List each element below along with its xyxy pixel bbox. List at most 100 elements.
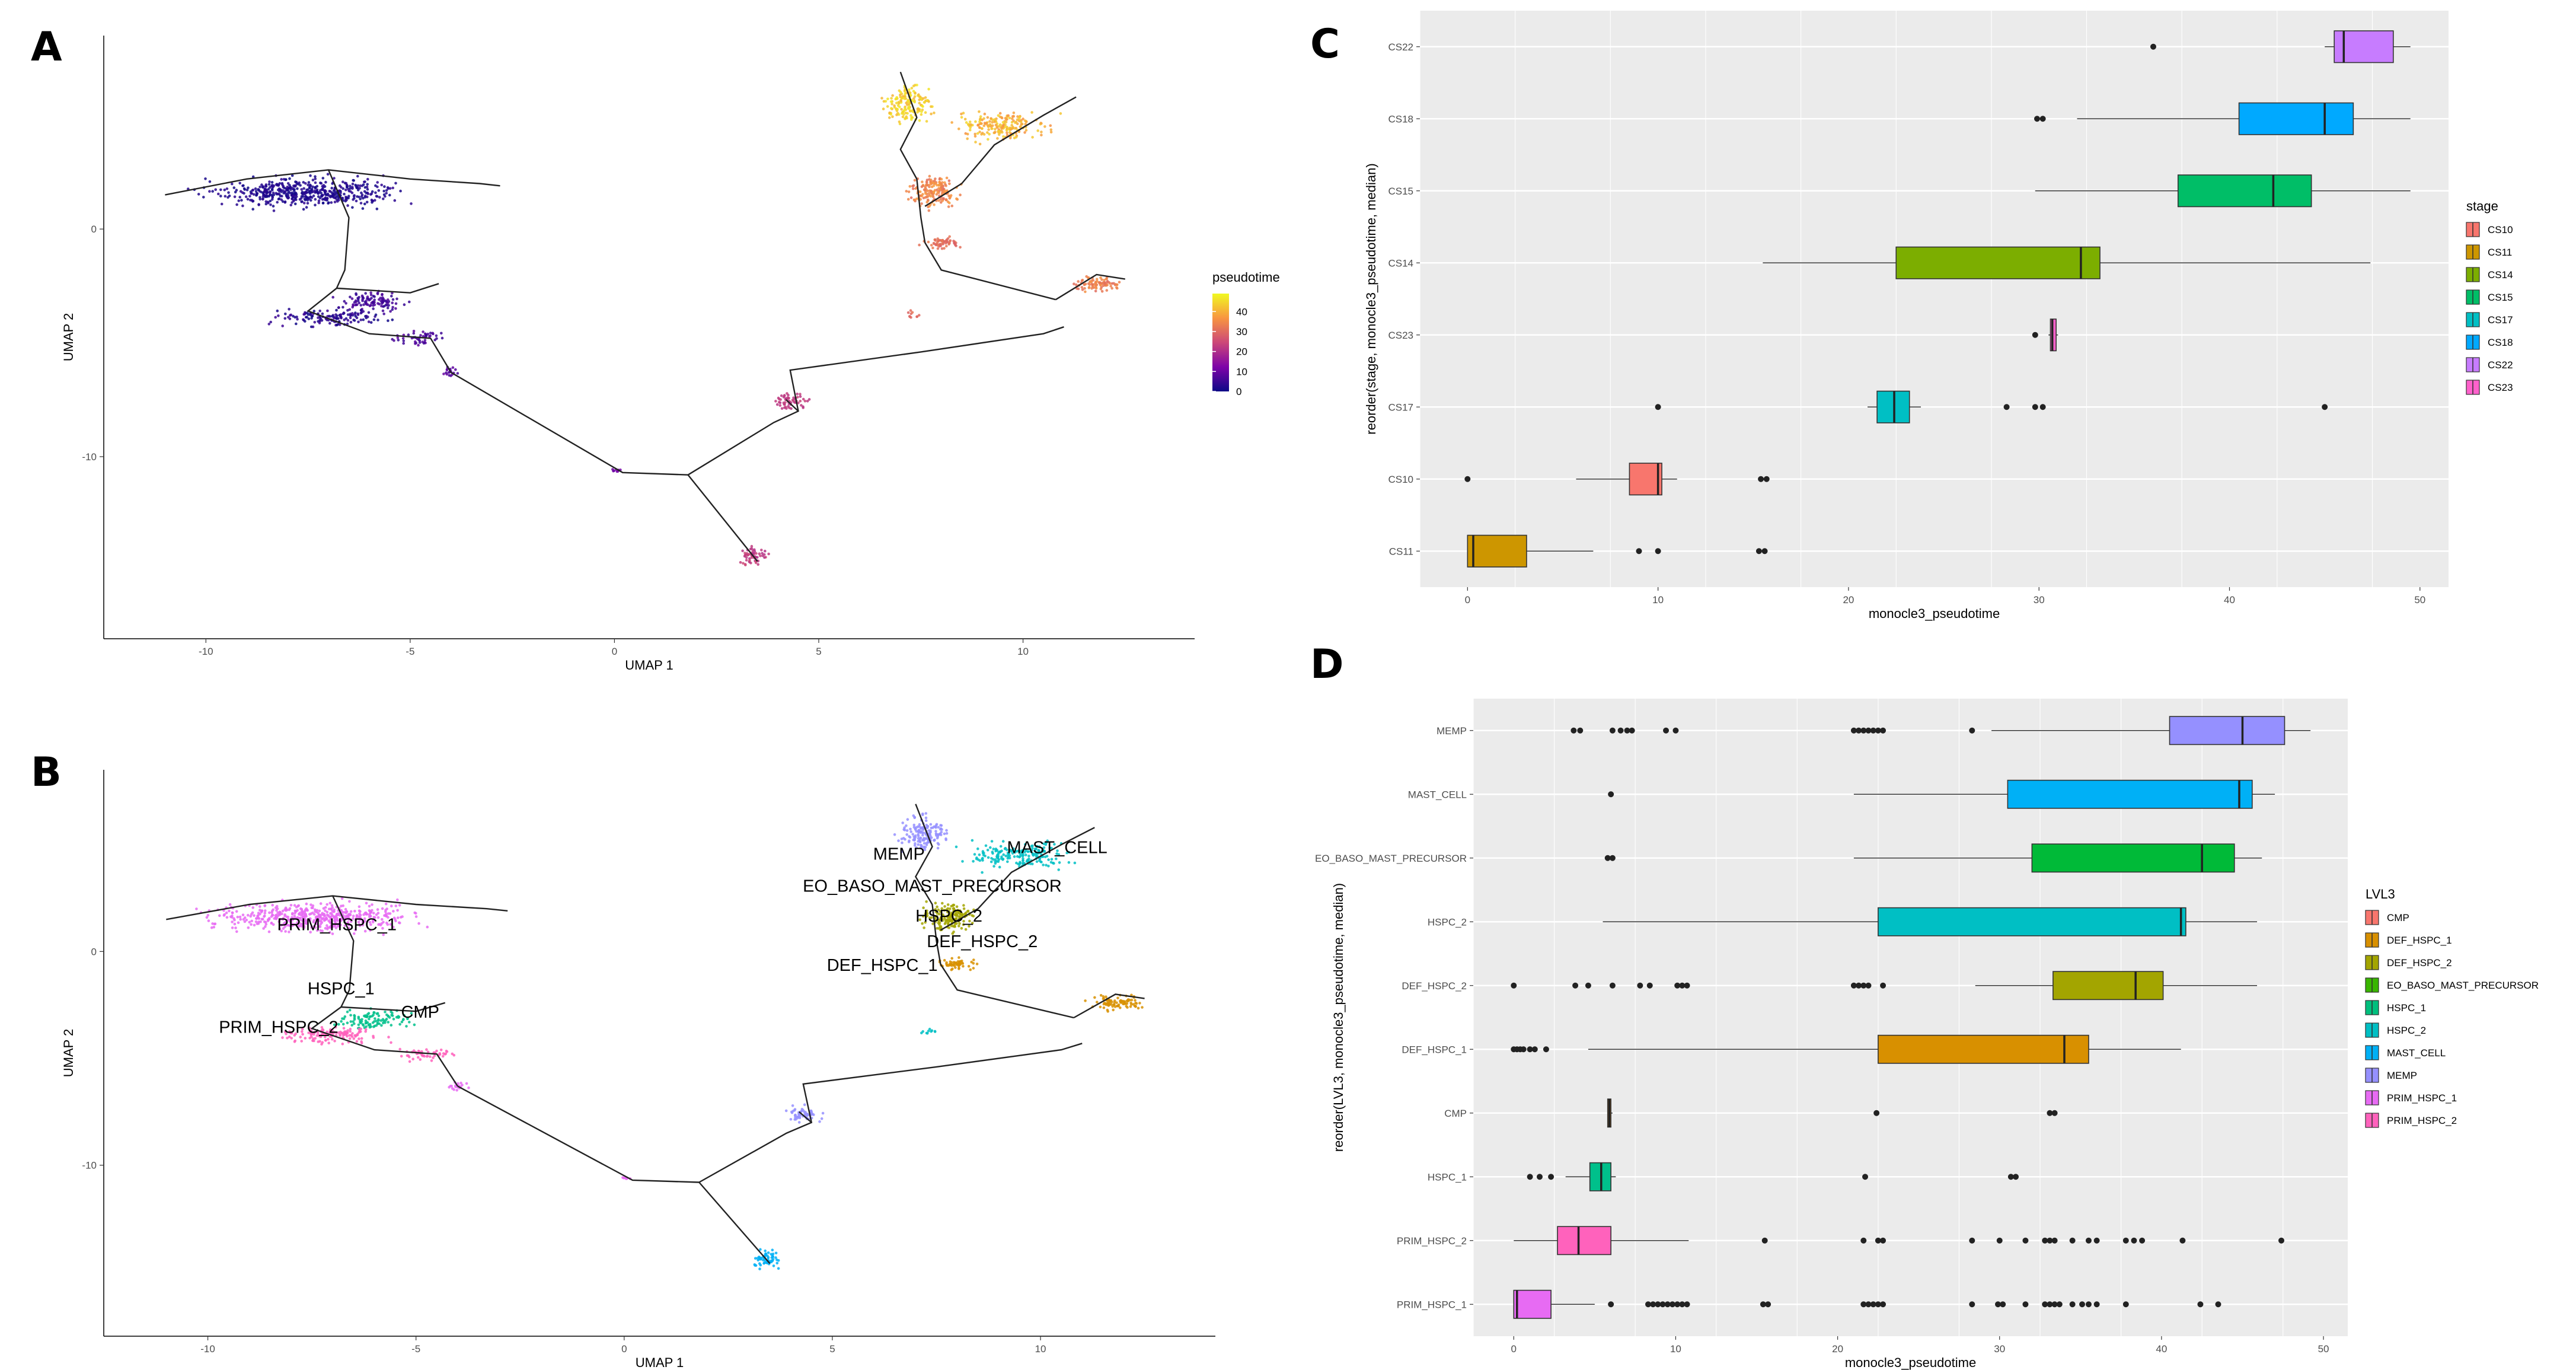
cell-point bbox=[327, 201, 330, 205]
cell-type-label: DEF_HSPC_2 bbox=[927, 932, 1038, 951]
cell-point bbox=[754, 1257, 757, 1260]
cell-point bbox=[1031, 136, 1034, 139]
cell-point bbox=[796, 396, 799, 399]
x-tick-label: 40 bbox=[2156, 1343, 2167, 1355]
cell-point bbox=[1005, 129, 1008, 132]
cell-point bbox=[987, 856, 990, 859]
legend-label: PRIM_HSPC_2 bbox=[2387, 1115, 2457, 1126]
cell-point bbox=[440, 336, 444, 340]
cell-point bbox=[467, 1086, 470, 1089]
legend: LVL3CMPDEF_HSPC_1DEF_HSPC_2EO_BASO_MAST_… bbox=[2365, 887, 2539, 1128]
cell-point bbox=[368, 1017, 371, 1021]
cell-point bbox=[904, 837, 906, 841]
cell-point bbox=[326, 309, 329, 313]
cell-point bbox=[763, 556, 766, 559]
cell-point bbox=[438, 1052, 442, 1055]
cell-point bbox=[1059, 112, 1062, 115]
cell-point bbox=[368, 913, 371, 916]
cell-point bbox=[351, 186, 354, 189]
cell-point bbox=[905, 833, 908, 836]
cell-point bbox=[225, 187, 229, 190]
cell-point bbox=[433, 338, 436, 342]
cell-point bbox=[293, 202, 297, 206]
outlier-point bbox=[2197, 1301, 2204, 1308]
legend-label: DEF_HSPC_2 bbox=[2387, 957, 2452, 968]
cell-point bbox=[365, 901, 368, 905]
outlier-point bbox=[1672, 727, 1679, 734]
panel-label-a: A bbox=[31, 24, 62, 71]
cell-point bbox=[750, 556, 754, 559]
cell-type-label: EO_BASO_MAST_PRECURSOR bbox=[803, 877, 1062, 896]
cell-point bbox=[308, 1037, 311, 1040]
cell-point bbox=[750, 544, 754, 548]
cell-point bbox=[238, 181, 242, 185]
cell-point bbox=[946, 915, 949, 917]
cell-point bbox=[394, 181, 397, 185]
outlier-point bbox=[2051, 1237, 2058, 1244]
cell-point bbox=[1125, 1002, 1129, 1005]
y-tick-label: MAST_CELL bbox=[1408, 789, 1467, 800]
cell-point bbox=[922, 842, 926, 845]
x-tick-label: 0 bbox=[612, 646, 617, 657]
cell-point bbox=[1106, 279, 1109, 283]
cell-point bbox=[320, 192, 323, 195]
cell-point bbox=[274, 906, 277, 909]
cell-point bbox=[302, 920, 305, 923]
outlier-point bbox=[2051, 1301, 2058, 1308]
cell-point bbox=[940, 185, 943, 188]
cell-point bbox=[752, 552, 755, 555]
cell-point bbox=[382, 305, 385, 308]
cell-point bbox=[394, 904, 398, 907]
outlier-point bbox=[1646, 982, 1653, 989]
legend-item: CS22 bbox=[2466, 357, 2513, 372]
outlier-point bbox=[1761, 1237, 1768, 1244]
cell-point bbox=[369, 291, 372, 294]
cell-point bbox=[362, 913, 365, 916]
cell-point bbox=[451, 1052, 454, 1056]
cell-point bbox=[1040, 122, 1043, 125]
cell-point bbox=[946, 237, 950, 240]
outlier-point bbox=[1536, 1174, 1543, 1180]
cell-point bbox=[237, 921, 240, 925]
outlier-point bbox=[1655, 404, 1661, 410]
cell-point bbox=[333, 1031, 336, 1034]
cell-point bbox=[357, 195, 360, 199]
y-tick-label: CS18 bbox=[1388, 113, 1413, 125]
cell-point bbox=[331, 315, 334, 318]
cell-point bbox=[282, 917, 285, 920]
outlier-point bbox=[1663, 727, 1670, 734]
cell-point bbox=[233, 195, 237, 199]
cell-point bbox=[321, 188, 325, 192]
cell-point bbox=[974, 120, 977, 123]
cell-point bbox=[263, 190, 266, 193]
cell-point bbox=[909, 827, 912, 831]
cell-point bbox=[1057, 868, 1060, 871]
legend-label: HSPC_1 bbox=[2387, 1002, 2426, 1014]
cell-point bbox=[940, 907, 943, 910]
cell-point bbox=[928, 174, 931, 178]
cell-point bbox=[234, 926, 237, 929]
outlier-point bbox=[1617, 727, 1624, 734]
cell-point bbox=[939, 833, 941, 836]
cell-point bbox=[324, 1036, 327, 1038]
cell-point bbox=[927, 192, 931, 195]
cell-point bbox=[412, 1049, 416, 1052]
cell-point bbox=[267, 930, 271, 933]
x-tick-label: 0 bbox=[621, 1343, 627, 1355]
cell-point bbox=[979, 115, 982, 118]
cell-point bbox=[941, 901, 944, 905]
outlier-point bbox=[1655, 1301, 1661, 1308]
outlier-point bbox=[2069, 1237, 2076, 1244]
cell-point bbox=[743, 554, 746, 557]
cell-point bbox=[961, 913, 964, 917]
cell-point bbox=[943, 922, 947, 925]
cell-point bbox=[948, 241, 951, 245]
cell-point bbox=[745, 559, 748, 562]
outlier-point bbox=[1572, 982, 1579, 989]
cell-point bbox=[1013, 855, 1016, 858]
x-tick-label: -5 bbox=[406, 646, 414, 657]
cell-point bbox=[933, 189, 937, 192]
cell-point bbox=[295, 322, 298, 326]
cell-point bbox=[281, 324, 285, 327]
